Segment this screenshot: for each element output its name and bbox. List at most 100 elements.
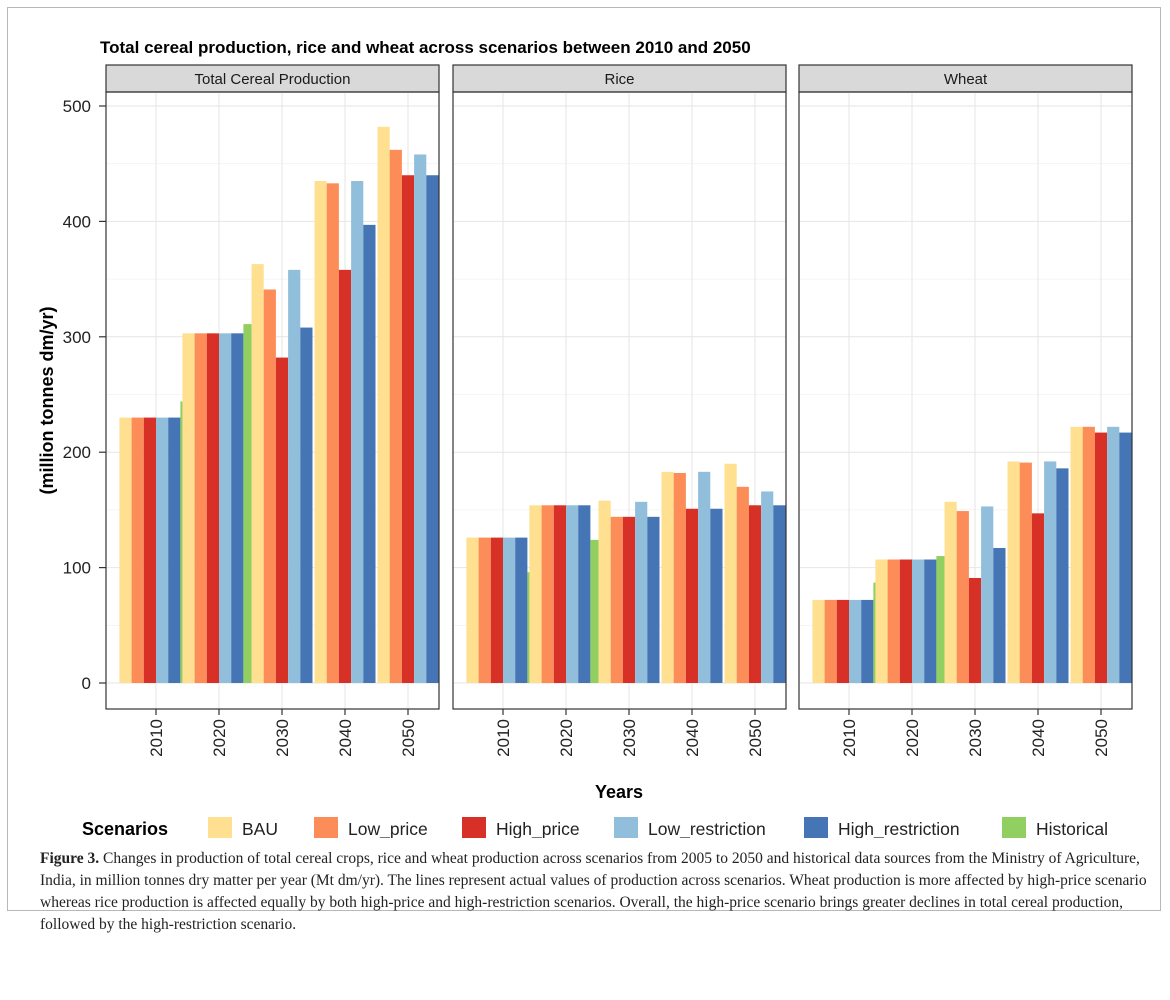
bar-high-restriction-2020 [924,559,937,683]
bar-low-price-2030 [956,511,969,683]
bar-bau-2040 [314,181,327,683]
bar-high-restriction-2030 [993,547,1006,683]
bar-low-restriction-2050 [761,491,774,683]
bar-low-price-2050 [736,486,749,683]
legend-swatch-low-restriction [614,817,638,838]
legend-swatch-high-restriction [804,817,828,838]
bar-high-price-2030 [968,577,982,683]
x-tick-label: 2050 [399,719,418,757]
bar-low-restriction-2020 [219,333,232,683]
bar-bau-2050 [724,463,737,683]
facet-strip [452,64,787,93]
x-tick-label: 2050 [1092,719,1111,757]
bar-low-restriction-2040 [1044,461,1057,683]
bar-high-price-2030 [275,357,289,683]
bar-low-price-2030 [263,289,276,683]
bar-high-price-2020 [553,505,566,683]
x-tick-label: 2050 [746,719,765,757]
caption-label: Figure 3. [40,850,100,867]
bar-low-restriction-2040 [351,181,364,683]
bar-low-price-2040 [1019,462,1032,683]
x-tick-label: 2040 [336,719,355,757]
bar-bau-2040 [661,471,674,683]
bar-low-restriction-2010 [156,417,169,683]
legend-swatch-historical [1002,817,1026,838]
bar-low-price-2010 [478,537,491,683]
panel-border [452,91,787,710]
legend-label-bau: BAU [242,819,278,838]
facet-strip-label: Wheat [944,71,988,88]
bar-bau-2010 [119,417,132,683]
bar-bau-2010 [812,599,825,683]
bar-bau-2020 [182,333,195,683]
chart-title: Total cereal production, rice and wheat … [100,38,751,57]
bar-low-price-2030 [610,516,623,683]
bar-high-price-2040 [685,508,699,683]
bar-low-restriction-2030 [288,269,301,683]
bar-low-restriction-2050 [1107,426,1120,683]
bar-high-restriction-2010 [515,537,528,683]
bar-bau-2030 [598,500,611,683]
legend-label-low-restriction: Low_restriction [648,819,766,838]
legend-swatch-high-price [462,817,486,838]
bar-high-price-2050 [748,505,762,683]
x-tick-label: 2010 [494,719,513,757]
legend-swatch-bau [208,817,232,838]
legend-swatch-low-price [314,817,338,838]
bar-high-restriction-2040 [710,508,723,683]
bar-low-restriction-2010 [849,599,862,683]
x-tick-label: 2020 [557,719,576,757]
bar-low-price-2020 [887,559,900,683]
bar-high-restriction-2040 [363,224,376,683]
bar-low-restriction-2010 [503,537,516,683]
x-tick-label: 2040 [1029,719,1048,757]
bar-low-restriction-2050 [414,154,427,683]
bar-bau-2040 [1007,461,1020,683]
bar-bau-2020 [529,505,542,683]
bar-low-price-2020 [541,505,554,683]
bar-high-price-2010 [836,599,849,683]
bar-high-price-2050 [1094,432,1108,683]
bar-high-restriction-2010 [168,417,181,683]
bar-high-price-2040 [1031,513,1045,683]
x-axis-label: Years [595,782,643,802]
x-tick-label: 2030 [273,719,292,757]
bar-high-restriction-2020 [231,333,244,683]
bar-high-restriction-2050 [426,175,439,684]
x-tick-label: 2030 [966,719,985,757]
x-tick-label: 2010 [147,719,166,757]
legend-title: Scenarios [82,819,168,838]
bar-bau-2020 [875,559,888,683]
x-tick-label: 2020 [210,719,229,757]
x-tick-label: 2030 [620,719,639,757]
bar-high-price-2050 [401,175,415,684]
legend-label-high-restriction: High_restriction [838,819,960,838]
bar-high-price-2040 [338,269,352,683]
y-tick-label: 100 [63,559,91,578]
y-tick-label: 400 [63,212,91,231]
bar-low-price-2010 [131,417,144,683]
y-tick-label: 0 [82,674,91,693]
bar-high-price-2030 [622,516,636,683]
bar-low-price-2050 [389,149,402,684]
bar-high-restriction-2050 [1119,432,1132,683]
bar-bau-2050 [1070,426,1083,683]
y-tick-label: 200 [63,443,91,462]
legend-label-low-price: Low_price [348,819,428,838]
bar-low-price-2040 [673,472,686,683]
bar-low-restriction-2030 [635,501,648,683]
y-tick-label: 500 [63,97,91,116]
bar-bau-2030 [251,264,264,683]
y-tick-label: 300 [63,328,91,347]
y-axis-label: (million tonnes dm/yr) [37,306,57,494]
bar-high-restriction-2040 [1056,468,1069,683]
facet-strip-label: Rice [604,71,634,88]
bar-low-restriction-2020 [566,505,579,683]
caption-text: Changes in production of total cereal cr… [40,850,1147,933]
x-tick-label: 2010 [840,719,859,757]
legend-label-high-price: High_price [496,819,580,838]
bar-low-restriction-2040 [698,471,711,683]
x-tick-label: 2020 [903,719,922,757]
bar-low-price-2020 [194,333,207,683]
bar-high-restriction-2030 [647,516,660,683]
